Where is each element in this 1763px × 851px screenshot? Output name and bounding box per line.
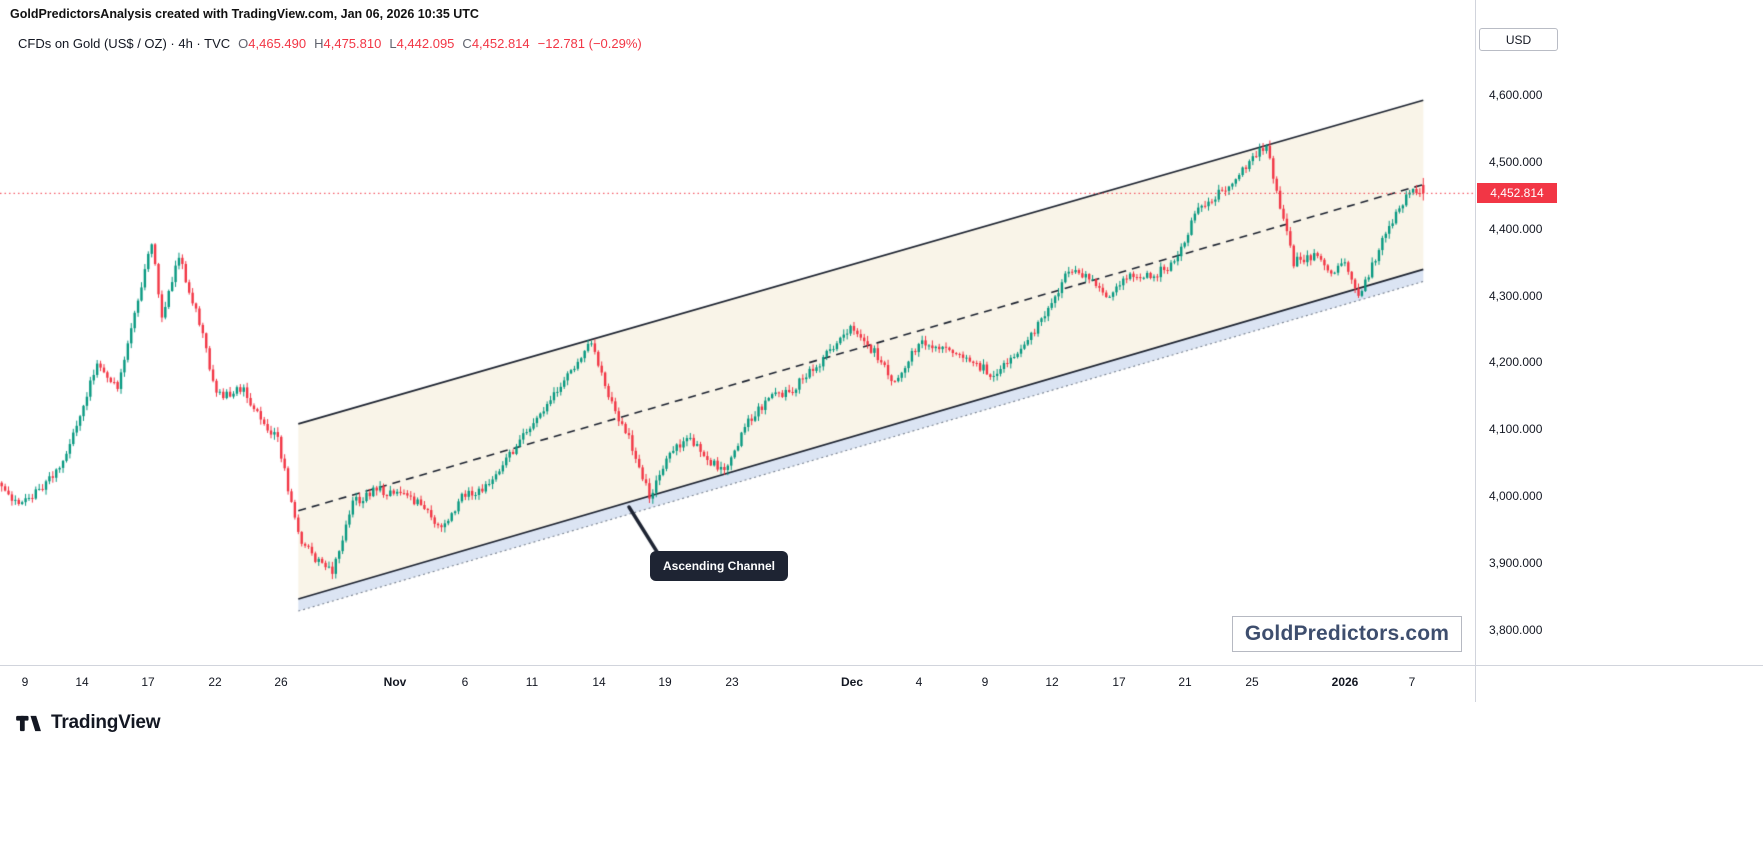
symbol-legend[interactable]: CFDs on Gold (US$ / OZ) · 4h · TVC O4,465… (18, 36, 642, 51)
time-axis-label: 11 (525, 675, 539, 689)
time-axis-label: 25 (1245, 675, 1259, 689)
last-price-badge: 4,452.814 (1477, 183, 1557, 204)
currency-toggle[interactable]: USD (1479, 28, 1558, 51)
time-axis-label: Dec (840, 675, 864, 689)
close-value: 4,452.814 (471, 36, 530, 51)
tradingview-logo-icon[interactable] (16, 713, 43, 734)
time-axis-label: 6 (461, 675, 469, 689)
attribution-text: GoldPredictorsAnalysis created with Trad… (10, 7, 479, 21)
close-label: C (462, 36, 472, 51)
candlestick-canvas[interactable] (0, 0, 1475, 700)
time-axis-label: 12 (1045, 675, 1059, 689)
price-axis[interactable]: USD 4,600.000 4,500.000 4,400.000 4,300.000… (1475, 0, 1763, 700)
time-axis-label: 23 (725, 675, 739, 689)
time-axis-label: 7 (1408, 675, 1416, 689)
time-axis-label: 14 (75, 675, 89, 689)
price-axis-label: 3,900.000 (1489, 555, 1543, 570)
time-axis-label: 26 (274, 675, 288, 689)
price-axis-label: 4,000.000 (1489, 489, 1543, 504)
price-axis-label: 4,500.000 (1489, 154, 1543, 169)
tradingview-brand-text[interactable]: TradingView (51, 712, 161, 733)
time-axis-label: 9 (981, 675, 989, 689)
change-value: −12.781 (−0.29%) (537, 36, 642, 51)
time-axis-label: Nov (383, 675, 407, 689)
time-axis-label: 21 (1178, 675, 1192, 689)
chart-plot-area[interactable]: Ascending Channel GoldPredictors.com (0, 0, 1475, 700)
watermark-box: GoldPredictors.com (1232, 616, 1462, 652)
price-axis-label: 3,800.000 (1489, 622, 1543, 637)
footer-brand: TradingView (16, 712, 161, 734)
price-axis-label: 4,100.000 (1489, 422, 1543, 437)
high-label: H (314, 36, 324, 51)
price-axis-label: 4,200.000 (1489, 355, 1543, 370)
symbol-title[interactable]: CFDs on Gold (US$ / OZ) · 4h · TVC (18, 36, 231, 51)
time-axis-label: 17 (1112, 675, 1126, 689)
time-axis-label: 17 (141, 675, 155, 689)
time-axis-label: 14 (592, 675, 606, 689)
open-value: 4,465.490 (248, 36, 307, 51)
high-value: 4,475.810 (323, 36, 382, 51)
time-axis[interactable]: 9 14 17 22 26 Nov 6 11 14 19 23 Dec 4 9 12 17 21 25 2026 7 (0, 665, 1763, 702)
ascending-channel-label[interactable]: Ascending Channel (650, 551, 789, 581)
low-value: 4,442.095 (396, 36, 455, 51)
open-label: O (238, 36, 249, 51)
watermark-text: GoldPredictors.com (1244, 622, 1450, 645)
time-axis-label: 22 (208, 675, 222, 689)
low-label: L (389, 36, 397, 51)
time-axis-label: 2026 (1331, 675, 1359, 689)
time-axis-label: 4 (915, 675, 923, 689)
time-axis-label: 19 (658, 675, 672, 689)
time-axis-label: 9 (21, 675, 29, 689)
price-axis-label: 4,400.000 (1489, 221, 1543, 236)
price-axis-label: 4,300.000 (1489, 288, 1543, 303)
price-axis-label: 4,600.000 (1489, 87, 1543, 102)
